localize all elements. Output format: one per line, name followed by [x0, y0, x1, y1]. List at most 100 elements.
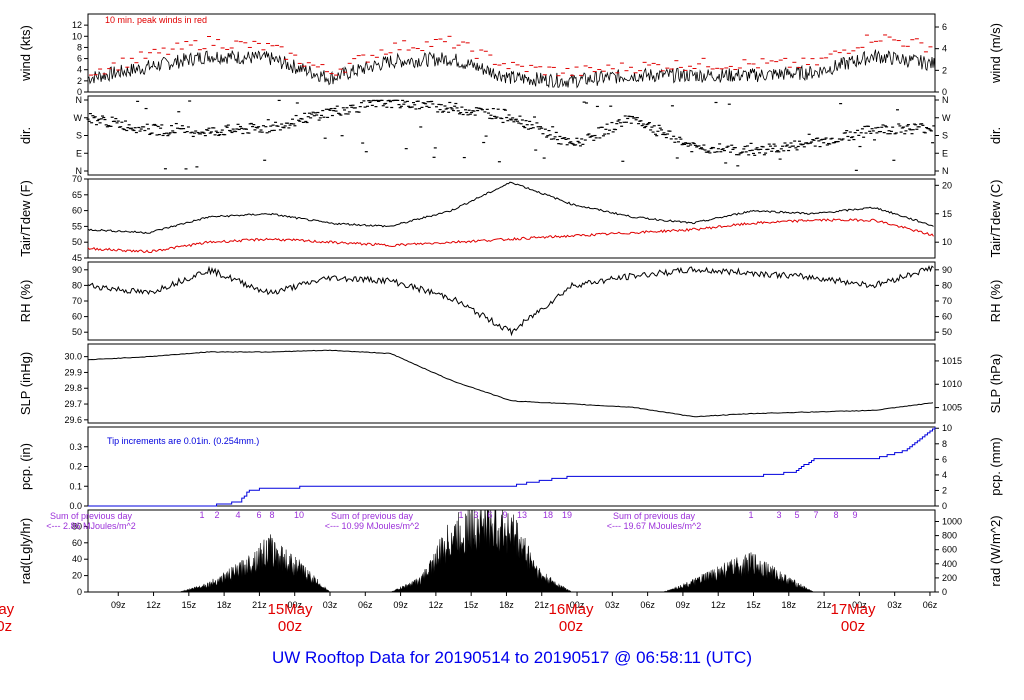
rh-left-tick-label: 90	[72, 265, 82, 275]
temp-left-tick-label: 55	[72, 221, 82, 231]
rad-right-tick-label: 800	[942, 531, 957, 541]
x-tick-label: 18z	[782, 600, 797, 610]
dir-tick-label: W	[942, 113, 951, 123]
dir-tick-label: N	[942, 95, 949, 105]
pcp-right-tick-label: 10	[942, 423, 952, 433]
precip-line	[88, 427, 936, 507]
rad-sum-label-2: Sum of previous day	[331, 511, 414, 521]
tip-label: 6	[487, 510, 492, 520]
slp-right-tick-label: 1015	[942, 356, 962, 366]
dir-tick-label: S	[76, 131, 82, 141]
slp-ylabel: SLP (inHg)	[18, 352, 33, 415]
temp-ylabel: Tair/Tdew (F)	[18, 180, 33, 257]
day-label: 16May	[548, 601, 594, 618]
wind-left-tick-label: 0	[77, 87, 82, 97]
dir-tick-label: E	[942, 148, 948, 158]
rh-right-tick-label: 60	[942, 312, 952, 322]
rh-left-tick-label: 60	[72, 312, 82, 322]
tip-label: 18	[543, 510, 553, 520]
rad-ylabel: rad(Lgly/hr)	[18, 518, 33, 584]
tip-label: 9	[852, 510, 857, 520]
panel-frame-4	[87, 261, 936, 341]
dir-ylabel-right: dir.	[988, 127, 1003, 144]
rad-left-tick-label: 80	[72, 521, 82, 531]
wind-ylabel: wind (kts)	[18, 25, 33, 82]
rad-sum-value-1: <--- 2.86 MJoules/m^2	[46, 521, 136, 531]
dir-tick-label: N	[942, 166, 949, 176]
day-label: May	[0, 601, 15, 618]
slp-ylabel-right: SLP (hPa)	[988, 354, 1003, 414]
x-tick-label: 15z	[464, 600, 479, 610]
day-label: 15May	[267, 601, 313, 618]
tdew-line	[87, 218, 934, 254]
tip-label: 3	[473, 510, 478, 520]
day-label-hour: 00z	[559, 618, 583, 635]
rad-right-tick-label: 400	[942, 559, 957, 569]
wind-right-tick-label: 6	[942, 22, 947, 32]
pcp-left-tick-label: 0.0	[69, 501, 82, 511]
temp-left-tick-label: 45	[72, 253, 82, 263]
rad-right-tick-label: 600	[942, 545, 957, 555]
dir-tick-label: E	[76, 148, 82, 158]
panel-frame-5	[87, 343, 936, 424]
tip-label: 10	[294, 510, 304, 520]
tip-label: 8	[833, 510, 838, 520]
x-tick-label: 18z	[217, 600, 232, 610]
slp-left-tick-label: 29.7	[64, 399, 82, 409]
wind-left-tick-label: 8	[77, 42, 82, 52]
temp-left-tick-label: 65	[72, 190, 82, 200]
temp-left-tick-label: 60	[72, 206, 82, 216]
slp-right-tick-label: 1010	[942, 379, 962, 389]
rad-left-tick-label: 0	[77, 587, 82, 597]
tip-label: 1	[748, 510, 753, 520]
temp-right-tick-label: 10	[942, 237, 952, 247]
day-label-hour: 00z	[841, 618, 865, 635]
dir-tick-label: W	[74, 113, 83, 123]
tip-label: 13	[517, 510, 527, 520]
x-tick-label: 15z	[746, 600, 761, 610]
panel-frame-2	[87, 95, 936, 176]
tip-label: 19	[562, 510, 572, 520]
rad-sum-value-2: <--- 10.99 MJoules/m^2	[325, 521, 420, 531]
wind-left-tick-label: 10	[72, 31, 82, 41]
rh-left-tick-label: 50	[72, 327, 82, 337]
rh-left-tick-label: 80	[72, 280, 82, 290]
x-tick-label: 09z	[393, 600, 408, 610]
tip-label: 6	[256, 510, 261, 520]
dir-ylabel: dir.	[18, 127, 33, 144]
x-tick-label: 15z	[182, 600, 197, 610]
rad-right-tick-label: 1000	[942, 516, 962, 526]
x-tick-label: 00z	[570, 600, 585, 610]
rh-right-tick-label: 50	[942, 327, 952, 337]
slp-left-tick-label: 29.8	[64, 383, 82, 393]
pcp-left-tick-label: 0.1	[69, 481, 82, 491]
precip-note: Tip increments are 0.01in. (0.254mm.)	[107, 436, 259, 446]
wind-ylabel-right: wind (m/s)	[988, 23, 1003, 84]
pcp-right-tick-label: 8	[942, 439, 947, 449]
wind-note: 10 min. peak winds in red	[105, 15, 207, 25]
tip-label: 1	[199, 510, 204, 520]
chart-title: UW Rooftop Data for 20190514 to 20190517…	[271, 648, 752, 667]
rh-right-tick-label: 70	[942, 296, 952, 306]
dir-tick-label: N	[76, 166, 83, 176]
pcp-right-tick-label: 2	[942, 485, 947, 495]
x-tick-label: 06z	[640, 600, 655, 610]
x-tick-label: 00z	[852, 600, 867, 610]
rad-right-tick-label: 200	[942, 573, 957, 583]
temp-right-tick-label: 20	[942, 180, 952, 190]
pcp-left-tick-label: 0.2	[69, 462, 82, 472]
dir-tick-label: N	[76, 95, 83, 105]
tip-label: 7	[813, 510, 818, 520]
panel-frame-3	[87, 178, 936, 259]
slp-left-tick-label: 30.0	[64, 352, 82, 362]
tip-label: 2	[214, 510, 219, 520]
rh-right-tick-label: 80	[942, 280, 952, 290]
rad-left-tick-label: 20	[72, 571, 82, 581]
wind-left-tick-label: 6	[77, 54, 82, 64]
rad-left-tick-label: 40	[72, 554, 82, 564]
x-tick-label: 00z	[287, 600, 302, 610]
slp-line	[87, 349, 934, 418]
temp-right-tick-label: 15	[942, 209, 952, 219]
wind-right-tick-label: 4	[942, 44, 947, 54]
tip-label: 9	[502, 510, 507, 520]
